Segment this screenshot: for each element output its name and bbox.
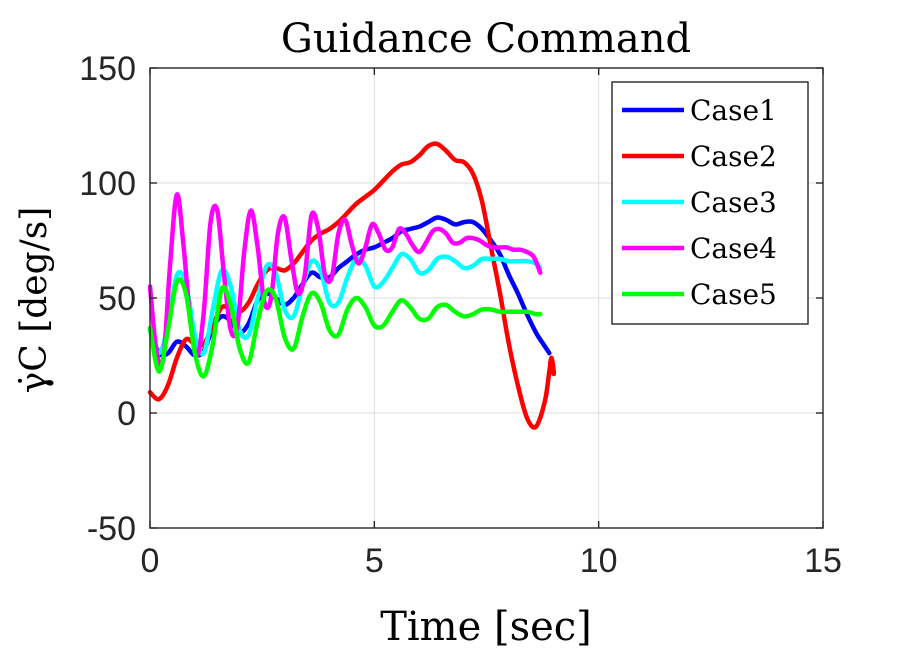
series-line-case3 [147, 251, 543, 357]
y-tick-label: -50 [87, 510, 136, 548]
x-tick-label: 15 [804, 542, 842, 580]
series-line-case2 [147, 141, 557, 430]
y-tick-label: 50 [98, 280, 136, 318]
y-tick-label: 0 [117, 395, 136, 433]
legend-label: Case5 [690, 278, 777, 311]
x-axis-label: Time [sec] [380, 604, 592, 650]
legend: Case1 Case2 Case3 Case4 Case5 [611, 81, 809, 325]
legend-label: Case4 [690, 232, 777, 265]
chart-title: Guidance Command [281, 16, 691, 62]
series-line-case4 [147, 192, 543, 369]
legend-label: Case1 [690, 94, 777, 127]
x-tick-label: 0 [141, 542, 160, 580]
y-tick-label: 100 [79, 165, 136, 203]
series-line-case5 [147, 277, 543, 379]
x-tick-label: 10 [580, 542, 618, 580]
y-axis-label: γ̇C [deg/s] [14, 207, 55, 394]
series-lines [147, 141, 557, 430]
x-tick-label: 5 [365, 542, 384, 580]
legend-label: Case2 [690, 140, 777, 173]
legend-label: Case3 [690, 186, 777, 219]
y-tick-label: 150 [79, 50, 136, 88]
